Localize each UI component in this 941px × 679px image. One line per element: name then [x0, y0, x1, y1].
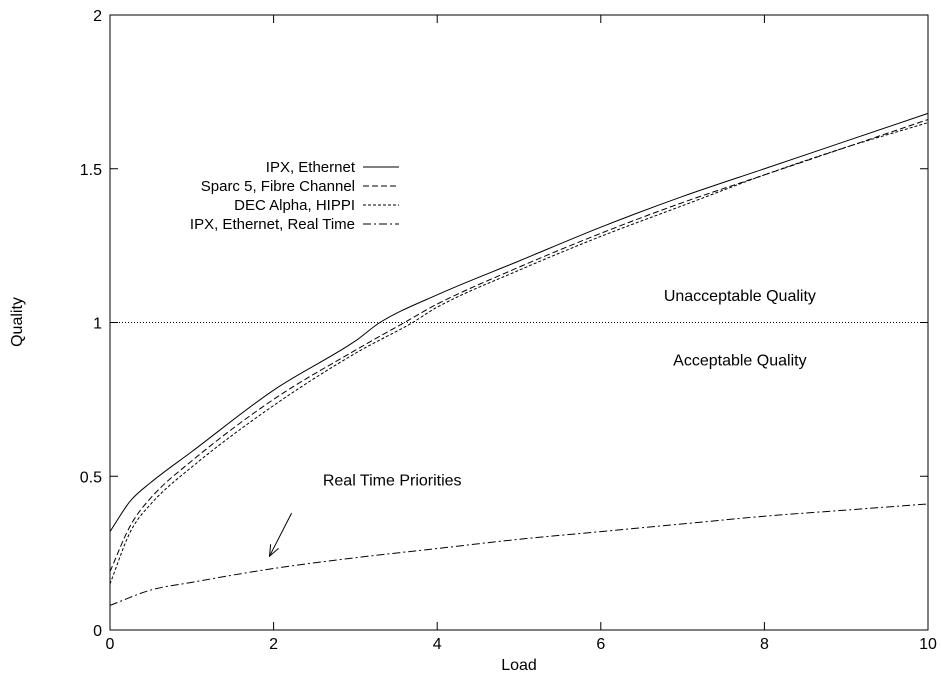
legend-label: Sparc 5, Fibre Channel: [201, 178, 355, 195]
y-axis-label: Quality: [9, 297, 26, 347]
annotation-text: Acceptable Quality: [673, 352, 806, 369]
y-tick-label: 0: [93, 623, 102, 640]
x-tick-label: 6: [596, 636, 605, 653]
annotation-text: Real Time Priorities: [323, 472, 462, 489]
y-tick-label: 1: [93, 316, 102, 333]
legend-label: IPX, Ethernet: [266, 159, 356, 176]
x-tick-label: 0: [106, 636, 115, 653]
legend-label: IPX, Ethernet, Real Time: [190, 216, 355, 233]
annotation-text: Unacceptable Quality: [664, 288, 816, 305]
y-tick-label: 1.5: [80, 162, 102, 179]
plot-layer: [109, 112, 929, 606]
x-tick-label: 10: [919, 636, 937, 653]
x-axis-label: Load: [501, 657, 537, 674]
axis-ticks: 0 2 4 6 8 10 0 0.5 1 1.5 2: [80, 8, 937, 653]
annotations: Unacceptable Quality Acceptable Quality Re…: [268, 288, 816, 558]
x-tick-label: 4: [433, 636, 442, 653]
series-line-1: [109, 112, 929, 532]
y-tick-label: 2: [93, 8, 102, 25]
x-tick-label: 8: [760, 636, 769, 653]
annotation-arrow: [269, 512, 293, 557]
series-line-3: [109, 122, 929, 585]
series-line-4: [109, 503, 929, 606]
annotation-arrowhead: [268, 544, 279, 558]
legend: IPX, Ethernet Sparc 5, Fibre Channel DEC A…: [190, 159, 399, 233]
legend-label: DEC Alpha, HIPPI: [234, 197, 355, 214]
y-tick-label: 0.5: [80, 469, 102, 486]
x-tick-label: 2: [269, 636, 278, 653]
